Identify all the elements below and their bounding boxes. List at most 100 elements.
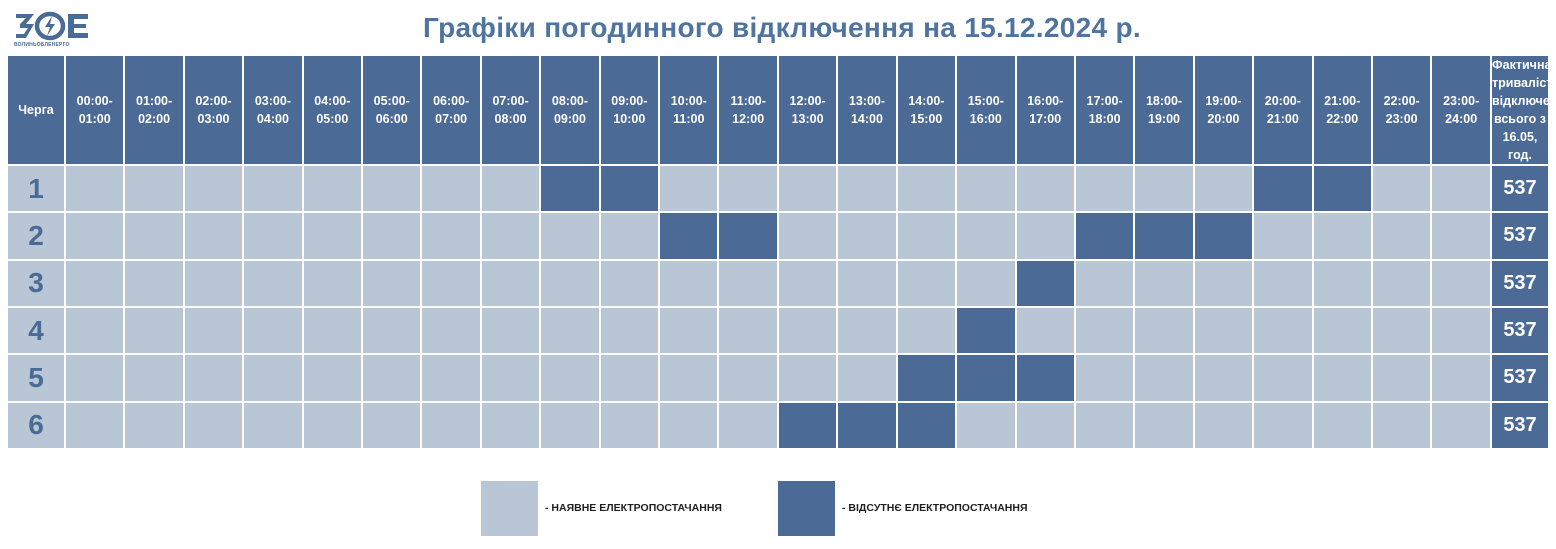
- hour-end: 23:00: [1385, 112, 1418, 126]
- outage-cell: [776, 400, 839, 451]
- hour-header-20: 20:00- 21:00: [1252, 54, 1314, 166]
- power-on-cell: [717, 305, 779, 356]
- outage-cell: [658, 211, 720, 261]
- hour-end: 01:00: [78, 112, 111, 126]
- hour-header-21: 21:00- 22:00: [1311, 54, 1373, 166]
- hour-end: 15:00: [910, 112, 943, 126]
- hour-start: 21:00-: [1324, 94, 1361, 108]
- power-on-cell: [242, 258, 304, 308]
- power-on-cell: [420, 353, 482, 403]
- power-on-cell: [1252, 258, 1314, 308]
- hour-start: 02:00-: [195, 94, 232, 108]
- power-on-cell: [63, 353, 126, 403]
- power-on-cell: [658, 400, 720, 451]
- queue-header: Черга: [6, 54, 66, 166]
- power-on-cell: [598, 353, 661, 403]
- hour-end: 17:00: [1029, 112, 1062, 126]
- outage-cell: [1133, 211, 1195, 261]
- hour-start: 18:00-: [1145, 94, 1183, 108]
- hour-header-7: 07:00- 08:00: [479, 54, 542, 166]
- power-on-cell: [1073, 353, 1136, 403]
- power-on-cell: [1192, 258, 1255, 308]
- power-on-cell: [658, 353, 720, 403]
- power-on-cell: [717, 163, 779, 214]
- hour-end: 13:00: [791, 112, 824, 126]
- power-on-cell: [420, 211, 482, 261]
- power-on-cell: [123, 305, 185, 356]
- power-on-cell: [242, 163, 304, 214]
- hour-header-8: 08:00- 09:00: [539, 54, 601, 166]
- power-on-cell: [1133, 400, 1195, 451]
- power-on-cell: [1430, 400, 1492, 451]
- outage-cell: [895, 400, 958, 451]
- power-on-cell: [182, 211, 245, 261]
- header-row: Черга 00:00- 01:00 01:00- 02:00 02:00- 03:00 0…: [6, 54, 1556, 166]
- hour-header-10: 10:00- 11:00: [658, 54, 720, 166]
- power-on-cell: [539, 211, 601, 261]
- power-on-cell: [1192, 353, 1255, 403]
- queue-number: 4: [6, 305, 66, 356]
- power-on-cell: [479, 211, 542, 261]
- power-on-cell: [182, 305, 245, 356]
- outage-cell: [1252, 163, 1314, 214]
- power-on-cell: [1014, 400, 1076, 451]
- hour-end: 19:00: [1148, 112, 1180, 126]
- power-on-cell: [955, 211, 1017, 261]
- hour-header-4: 04:00- 05:00: [301, 54, 364, 166]
- total-duration: 537: [1490, 163, 1550, 214]
- company-logo: ВОЛИНЬОБЛЕНЕРГО: [14, 10, 90, 50]
- hour-header-19: 19:00- 20:00: [1192, 54, 1255, 166]
- outage-cell: [955, 305, 1017, 356]
- queue-row-4: 4 537: [6, 305, 1550, 356]
- power-on-cell: [301, 400, 364, 451]
- power-on-cell: [182, 353, 245, 403]
- hour-start: 08:00-: [551, 94, 589, 108]
- power-on-cell: [1014, 305, 1076, 356]
- hour-start: 05:00-: [373, 94, 410, 108]
- power-on-cell: [123, 258, 185, 308]
- power-on-cell: [123, 211, 185, 261]
- hour-start: 01:00-: [136, 94, 173, 108]
- outage-cell: [1014, 353, 1076, 403]
- hour-end: 16:00: [969, 112, 1002, 126]
- power-on-cell: [1252, 353, 1314, 403]
- hour-header-6: 06:00- 07:00: [420, 54, 482, 166]
- power-on-cell: [361, 305, 423, 356]
- power-on-cell: [182, 258, 245, 308]
- power-on-cell: [420, 400, 482, 451]
- power-on-cell: [361, 258, 423, 308]
- hour-start: 22:00-: [1383, 94, 1420, 108]
- hour-start: 10:00-: [670, 94, 707, 108]
- hour-start: 20:00-: [1264, 94, 1301, 108]
- power-on-cell: [123, 400, 185, 451]
- hour-end: 06:00: [375, 112, 408, 126]
- power-on-cell: [539, 258, 601, 308]
- legend-power-on-label: - НАЯВНЕ ЕЛЕКТРОПОСТАЧАННЯ: [545, 502, 722, 514]
- power-on-cell: [1133, 258, 1195, 308]
- power-on-cell: [301, 211, 364, 261]
- power-on-cell: [420, 258, 482, 308]
- power-on-cell: [1430, 258, 1492, 308]
- power-on-cell: [123, 163, 185, 214]
- power-on-cell: [836, 353, 898, 403]
- total-duration-header: Фактична тривалість відключень всього з …: [1490, 54, 1556, 166]
- hour-start: 09:00-: [611, 94, 648, 108]
- page-title: Графіки погодинного відключення на 15.12…: [423, 12, 1141, 43]
- outage-cell: [1192, 211, 1255, 261]
- power-on-cell: [123, 353, 185, 403]
- power-on-cell: [361, 353, 423, 403]
- hour-end: 24:00: [1445, 112, 1478, 126]
- hour-header-18: 18:00- 19:00: [1133, 54, 1195, 166]
- total-duration: 537: [1490, 211, 1550, 261]
- hour-start: 00:00-: [76, 94, 113, 108]
- hour-header-1: 01:00- 02:00: [123, 54, 185, 166]
- power-on-cell: [776, 258, 839, 308]
- outage-cell: [539, 163, 601, 214]
- hour-end: 09:00: [553, 112, 586, 126]
- power-on-cell: [539, 305, 601, 356]
- queue-row-1: 1 537: [6, 163, 1550, 214]
- hour-end: 08:00: [494, 112, 527, 126]
- power-on-cell: [658, 305, 720, 356]
- hour-start: 06:00-: [433, 94, 470, 108]
- hour-end: 14:00: [850, 112, 883, 126]
